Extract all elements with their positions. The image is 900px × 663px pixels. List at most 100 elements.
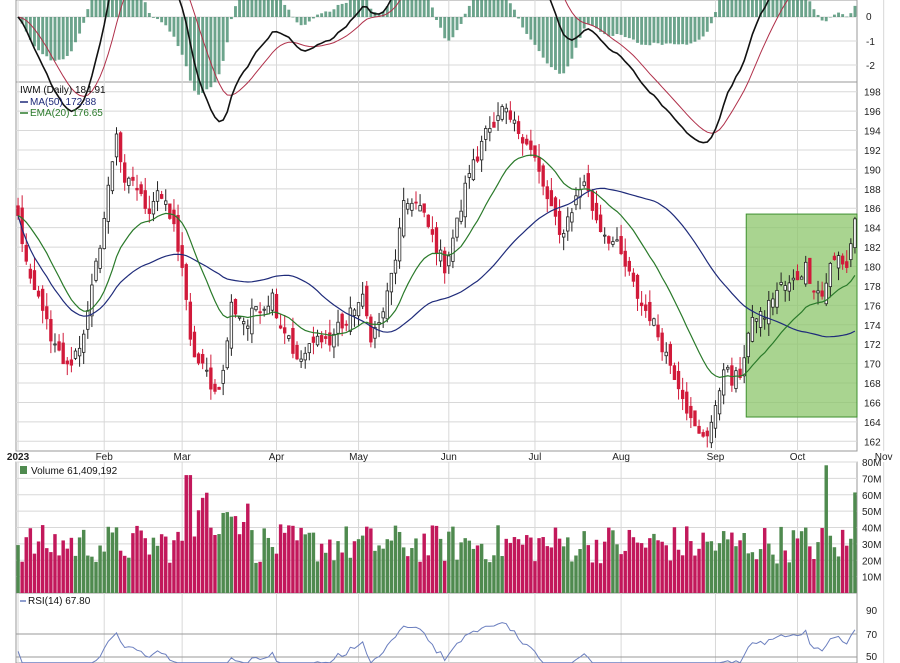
macd-histogram-bar: [139, 0, 143, 17]
macd-histogram-bar: [106, 0, 110, 18]
candle-body: [672, 365, 677, 380]
candle-body: [118, 132, 123, 163]
candle-body: [82, 333, 86, 353]
legend-price: IWM (Daily) 184.91: [20, 85, 106, 96]
volume-bar: [783, 550, 787, 593]
volume-bar: [365, 526, 369, 593]
volume-bar: [102, 551, 106, 593]
macd-histogram-bar: [357, 0, 360, 18]
highlight-box: [745, 213, 858, 418]
macd-histogram-bar: [336, 4, 340, 17]
volume-bar: [492, 555, 496, 593]
legend-ema20: EMA(20) 176.65: [30, 108, 103, 119]
candle-body: [143, 190, 147, 209]
macd-y-axis: 0 -1 -2: [866, 12, 875, 72]
volume-bar: [849, 538, 853, 593]
volume-bar: [205, 492, 209, 593]
x-tick-label: Apr: [269, 452, 285, 463]
candle-body: [451, 237, 455, 262]
volume-bar: [750, 552, 755, 593]
volume-bar: [229, 516, 234, 593]
macd-histogram-bar: [771, 0, 775, 17]
volume-bar: [233, 516, 238, 593]
macd-histogram-bar: [283, 4, 287, 18]
macd-histogram-bar: [151, 17, 155, 18]
macd-histogram-bar: [332, 9, 336, 17]
candle-body: [812, 290, 816, 293]
volume-bar: [734, 546, 738, 593]
volume-bar: [574, 555, 578, 593]
volume-bar: [168, 562, 172, 593]
candle-body: [590, 190, 595, 211]
macd-histogram-bar: [673, 17, 676, 45]
candle-body: [430, 229, 435, 235]
macd-histogram-bar: [574, 17, 578, 48]
volume-bar: [20, 561, 24, 593]
volume-bar: [726, 539, 730, 593]
candle-body: [726, 366, 730, 370]
volume-bar: [336, 541, 340, 593]
moving-average-layer: [17, 154, 856, 379]
macd-histogram-bar: [287, 9, 291, 17]
candle-body: [545, 186, 549, 200]
price-tick-label: 180: [864, 263, 881, 274]
candle-body: [106, 184, 110, 222]
macd-histogram-bar: [213, 17, 217, 83]
volume-tick-label: 40M: [862, 524, 881, 535]
macd-histogram-bar: [262, 0, 266, 17]
macd-histogram-bar: [45, 17, 49, 57]
macd-histogram-bar: [718, 0, 722, 18]
macd-histogram-bar: [689, 17, 693, 44]
rsi-legend: RSI(14) 67.80: [20, 596, 91, 607]
candle-body: [352, 309, 357, 316]
volume-bar: [139, 530, 143, 593]
macd-histogram-bar: [340, 3, 344, 18]
candle-body: [520, 137, 525, 144]
rsi-tick-90: 90: [866, 606, 878, 617]
volume-bar: [791, 530, 796, 593]
candle-body: [816, 290, 820, 294]
volume-bar: [73, 555, 78, 593]
candle-body: [607, 236, 611, 244]
candle-body: [598, 214, 603, 233]
macd-histogram-bar: [205, 17, 209, 90]
volume-bar: [607, 527, 611, 593]
macd-histogram-bar: [90, 0, 94, 17]
rsi-tick-70: 70: [866, 630, 878, 641]
candle-body: [410, 202, 414, 211]
candle-body: [262, 308, 266, 311]
macd-histogram-bar: [599, 17, 603, 32]
volume-bar: [438, 538, 443, 593]
candle-body: [328, 332, 332, 346]
macd-histogram-bar: [656, 17, 660, 44]
volume-bar: [775, 563, 779, 593]
macd-histogram-bar: [344, 2, 348, 17]
candle-body: [639, 302, 644, 307]
volume-bar: [594, 539, 599, 593]
volume-bar: [660, 541, 664, 593]
macd-histogram-bar: [275, 0, 278, 17]
volume-bar: [159, 534, 164, 593]
candle-body: [845, 261, 849, 268]
macd-histogram-bar: [69, 17, 73, 52]
price-tick-label: 168: [864, 379, 881, 390]
x-tick-label: Nov: [875, 452, 893, 463]
candle-body: [200, 354, 205, 364]
volume-bar: [270, 546, 275, 593]
volume-bar: [410, 548, 414, 593]
macd-histogram-bar: [586, 17, 590, 25]
macd-histogram-bar: [188, 17, 192, 81]
volume-bar: [652, 533, 656, 593]
macd-histogram-bar: [783, 0, 787, 17]
volume-bar: [787, 562, 792, 593]
candle-body: [652, 318, 656, 326]
candle-body: [49, 318, 53, 342]
macd-histogram-bar: [164, 17, 168, 26]
candle-body: [131, 176, 135, 181]
macd-histogram-bar: [845, 16, 849, 18]
volume-bar: [155, 545, 160, 593]
volume-bar: [196, 510, 201, 593]
candle-body: [369, 316, 373, 343]
macd-histogram-bar: [796, 0, 799, 17]
